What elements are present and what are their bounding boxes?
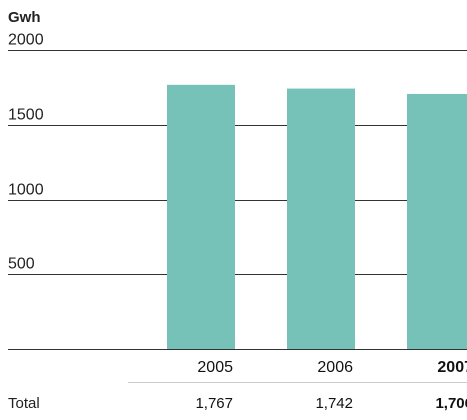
x-tick-label-2007: 2007: [437, 359, 467, 376]
y-axis-unit-label: Gwh: [8, 9, 41, 26]
y-tick-label-1500: 1500: [8, 107, 44, 124]
total-row: Total 1,767 1,742 1,706: [8, 395, 467, 412]
total-value-2007: 1,706: [435, 395, 467, 412]
y-tick-labels: 2000 1500 1000 500: [8, 32, 44, 273]
y-tick-label-2000: 2000: [8, 32, 44, 49]
x-tick-labels: 2005 2006 2007: [197, 359, 467, 376]
bar-2005: [167, 85, 235, 349]
total-row-label: Total: [8, 395, 40, 412]
total-value-2005: 1,767: [195, 395, 233, 412]
total-value-2006: 1,742: [315, 395, 353, 412]
x-tick-label-2005: 2005: [197, 359, 233, 376]
y-tick-label-1000: 1000: [8, 182, 44, 199]
y-tick-label-500: 500: [8, 256, 35, 273]
x-tick-label-2006: 2006: [317, 359, 353, 376]
bar-2007: [407, 94, 467, 349]
bar-2006: [287, 89, 355, 349]
bars: [167, 85, 467, 349]
gridlines: [8, 51, 467, 383]
